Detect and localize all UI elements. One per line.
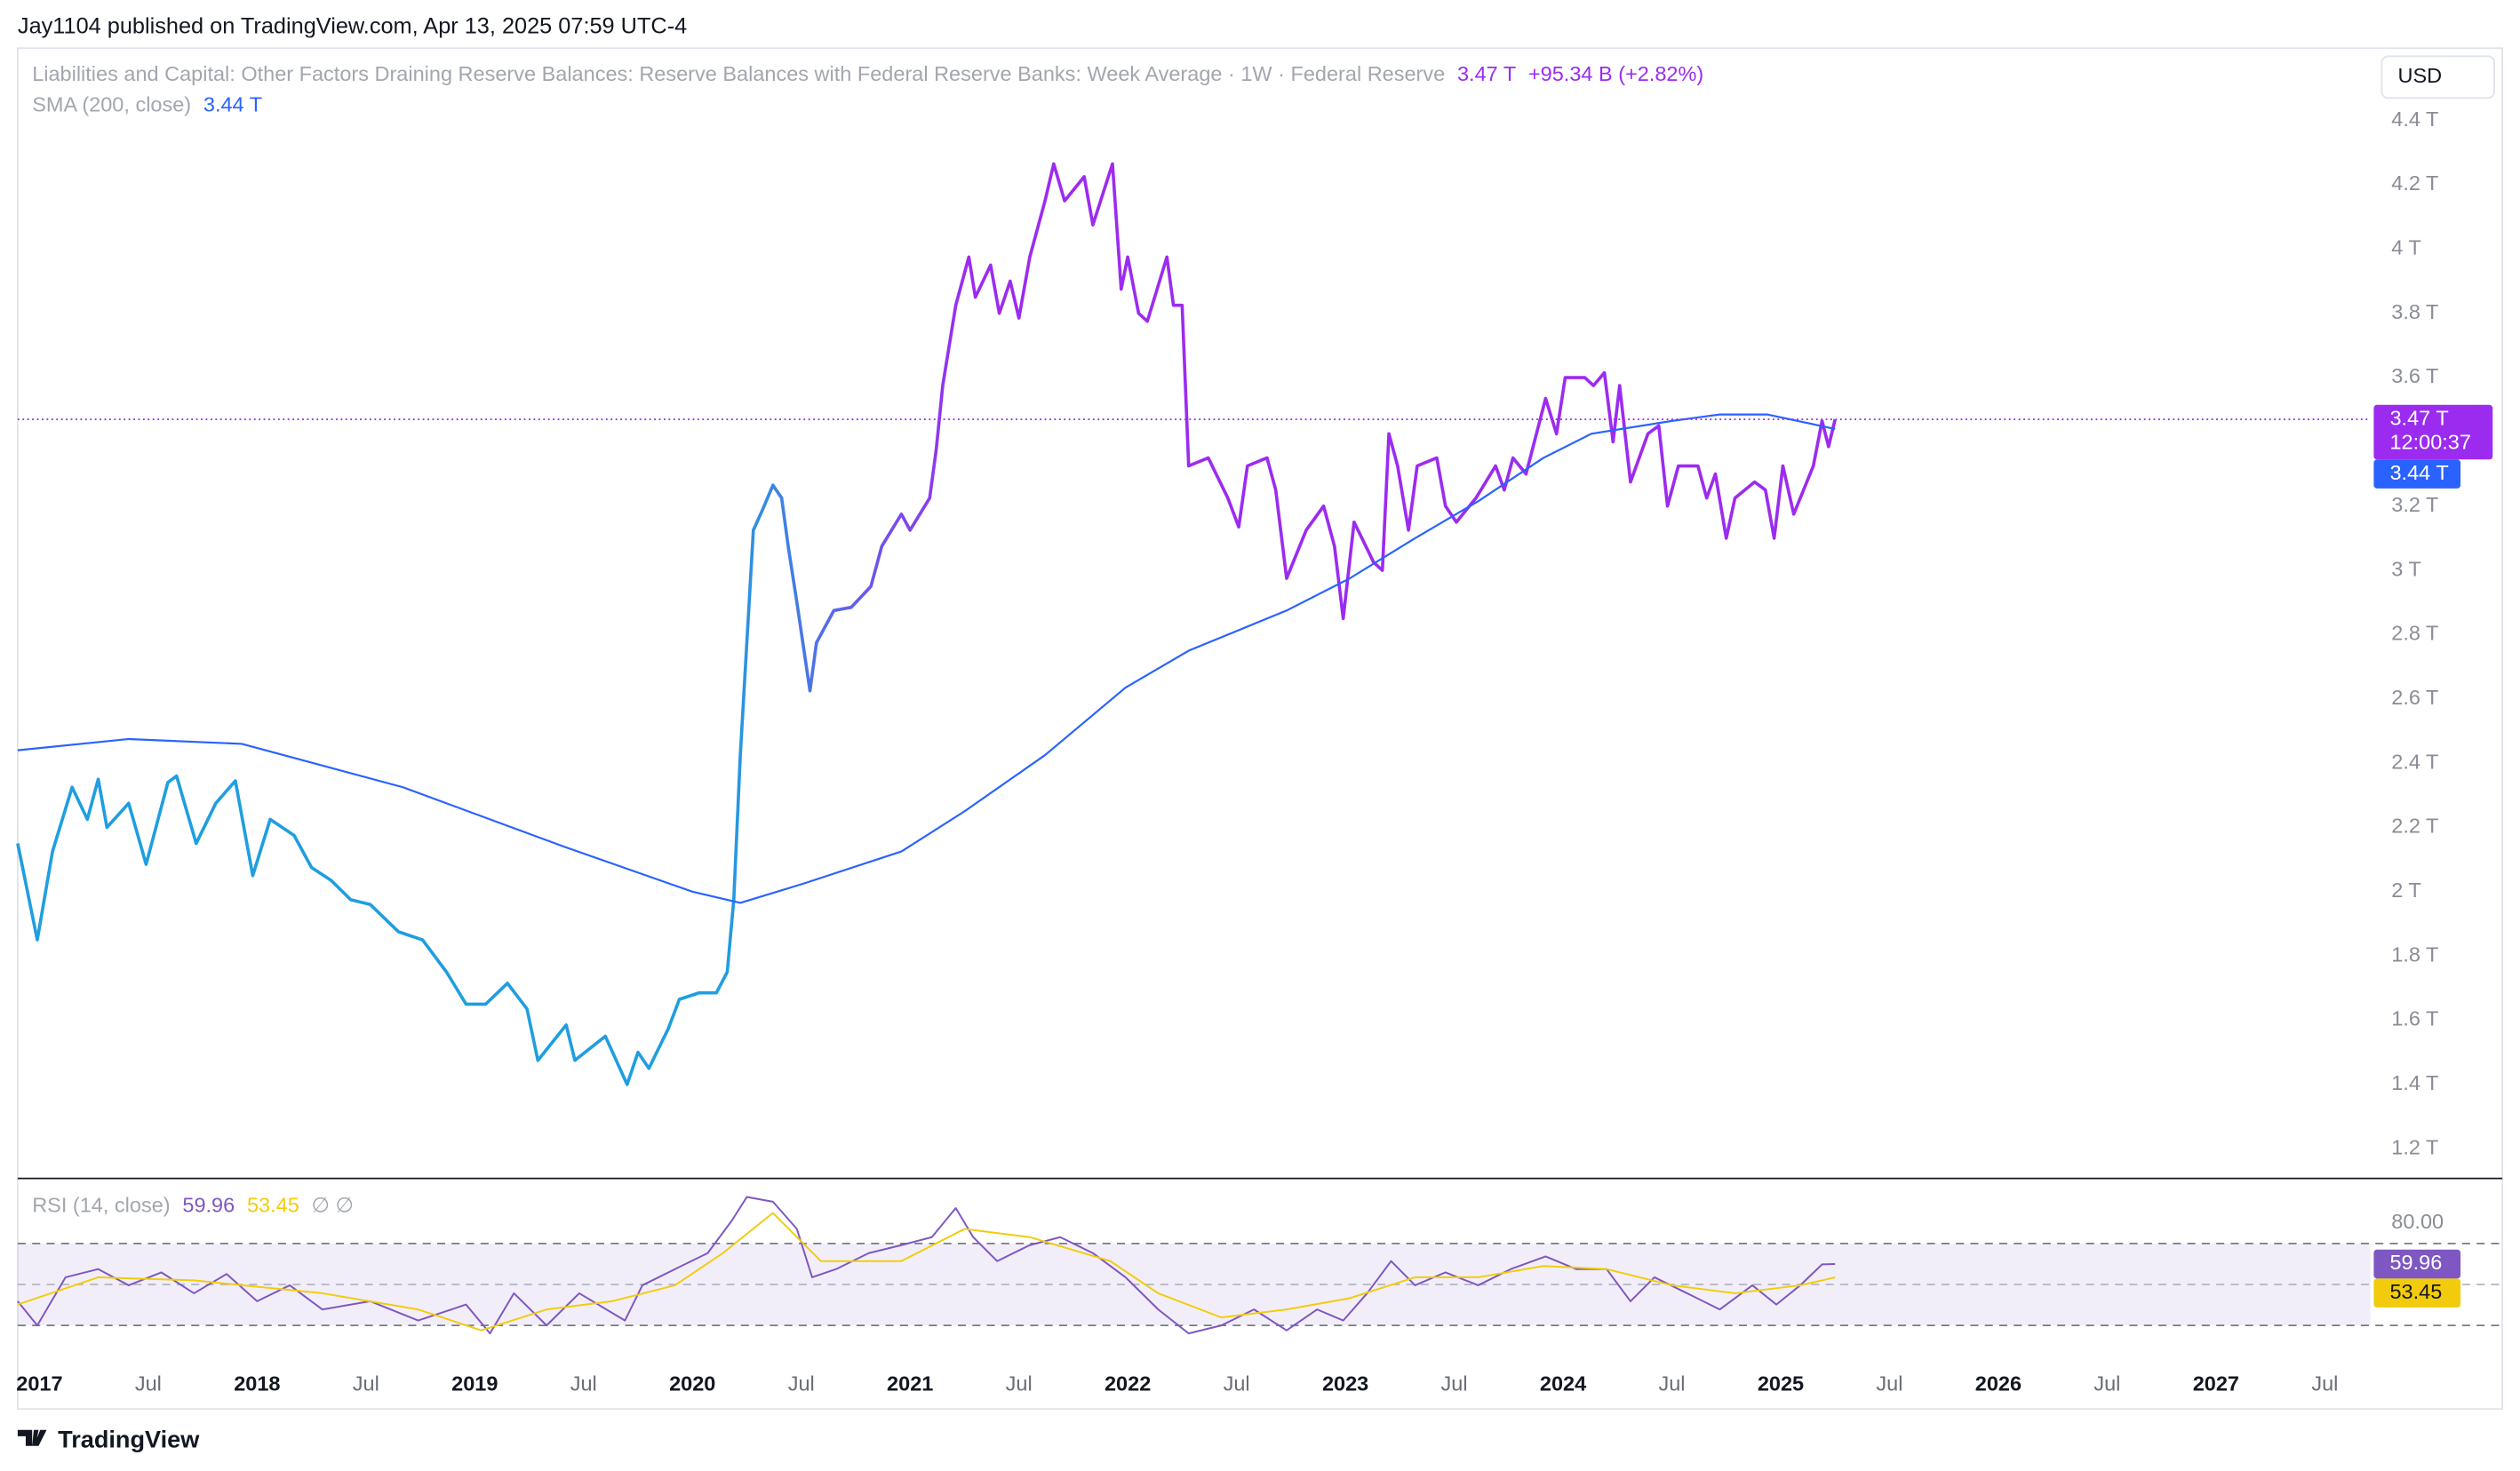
sma-tag-label: 3.44 T <box>2389 461 2448 484</box>
sma-tag <box>2373 459 2461 489</box>
y-tick-label: 80.00 <box>2391 1210 2444 1233</box>
x-tick-label: 2018 <box>234 1372 280 1395</box>
x-tick-label: Jul <box>2311 1372 2338 1395</box>
y-tick-label: 3.6 T <box>2391 364 2438 387</box>
currency-box[interactable] <box>2380 55 2495 99</box>
logo: TradingView <box>17 1426 200 1453</box>
x-tick-label: 2026 <box>1975 1372 2022 1395</box>
x-tick-label: 2017 <box>16 1372 62 1395</box>
legend-main: Liabilities and Capital: Other Factors D… <box>32 62 1703 85</box>
logo-mark <box>17 1429 47 1446</box>
legend-sma: SMA (200, close) 3.44 T <box>32 93 262 116</box>
price-change: +95.34 B (+2.82%) <box>1528 62 1703 85</box>
y-tick-label: 1.6 T <box>2391 1007 2438 1030</box>
y-tick-label: 3.2 T <box>2391 493 2438 516</box>
publisher: Jay1104 published on TradingView.com, Ap… <box>18 13 687 38</box>
series-line <box>17 1212 1836 1332</box>
y-tick-label: 4.2 T <box>2391 171 2438 195</box>
x-tick-label: Jul <box>570 1372 597 1395</box>
y-tick-label: 2.4 T <box>2391 750 2438 773</box>
x-tick-label: 2023 <box>1322 1372 1368 1395</box>
x-tick-label: Jul <box>1006 1372 1033 1395</box>
x-tick-label: 2027 <box>2193 1372 2239 1395</box>
brand: TradingView <box>58 1426 200 1453</box>
rsi-name: RSI (14, close) <box>32 1193 170 1216</box>
x-tick-label: 2020 <box>669 1372 715 1395</box>
legend-rsi: RSI (14, close) 59.96 53.45 ∅ ∅ <box>32 1193 354 1216</box>
y-tick-label: 2.6 T <box>2391 686 2438 709</box>
y-tick-label: 1.4 T <box>2391 1071 2438 1094</box>
series-line <box>17 1196 1836 1335</box>
x-tick-label: 2024 <box>1540 1372 1586 1395</box>
x-tick-label: Jul <box>1658 1372 1685 1395</box>
series-line <box>16 162 1837 1086</box>
x-tick-label: 2025 <box>1758 1372 1804 1395</box>
x-tick-label: 2021 <box>887 1372 933 1395</box>
price-tag-label: 3.47 T <box>2389 406 2448 429</box>
price-tag <box>2373 404 2493 460</box>
y-tick-label: 3 T <box>2391 557 2421 580</box>
y-tick-label: 2.8 T <box>2391 622 2438 645</box>
x-tick-label: Jul <box>1441 1372 1468 1395</box>
y-tick-label: 1.2 T <box>2391 1135 2438 1158</box>
series-title: Liabilities and Capital: Other Factors D… <box>32 62 1445 85</box>
last-price: 3.47 T <box>1457 62 1516 85</box>
x-tick-label: Jul <box>2093 1372 2120 1395</box>
x-tick-label: 2019 <box>451 1372 498 1395</box>
sma-value: 3.44 T <box>203 93 262 116</box>
sma-name: SMA (200, close) <box>32 93 191 116</box>
currency[interactable]: USD <box>2398 64 2443 87</box>
chart-frame <box>17 47 2503 1411</box>
x-tick-label: Jul <box>788 1372 815 1395</box>
countdown: 12:00:37 <box>2389 430 2470 453</box>
x-tick-label: Jul <box>353 1372 379 1395</box>
y-tick-label: 4.4 T <box>2391 107 2438 131</box>
rsi-icons: ∅ ∅ <box>312 1193 354 1216</box>
x-tick-label: Jul <box>1224 1372 1250 1395</box>
rsi-ma-value: 53.45 <box>247 1193 299 1216</box>
y-tick-label: 4 T <box>2391 236 2421 259</box>
y-tick-label: 1.8 T <box>2391 942 2438 966</box>
y-tick-label: 3.8 T <box>2391 300 2438 323</box>
x-tick-label: Jul <box>135 1372 162 1395</box>
rsi-tag-label: 59.96 <box>2389 1251 2442 1274</box>
y-tick-label: 2 T <box>2391 879 2421 902</box>
rsi-tag <box>2373 1249 2461 1279</box>
rsi-ma-tag <box>2373 1278 2461 1308</box>
x-tick-label: 2022 <box>1104 1372 1151 1395</box>
rsi-ma-tag-label: 53.45 <box>2389 1280 2442 1303</box>
rsi-value: 59.96 <box>182 1193 235 1216</box>
x-tick-label: Jul <box>1876 1372 1902 1395</box>
y-tick-label: 2.2 T <box>2391 815 2438 838</box>
series-line <box>17 413 1836 904</box>
